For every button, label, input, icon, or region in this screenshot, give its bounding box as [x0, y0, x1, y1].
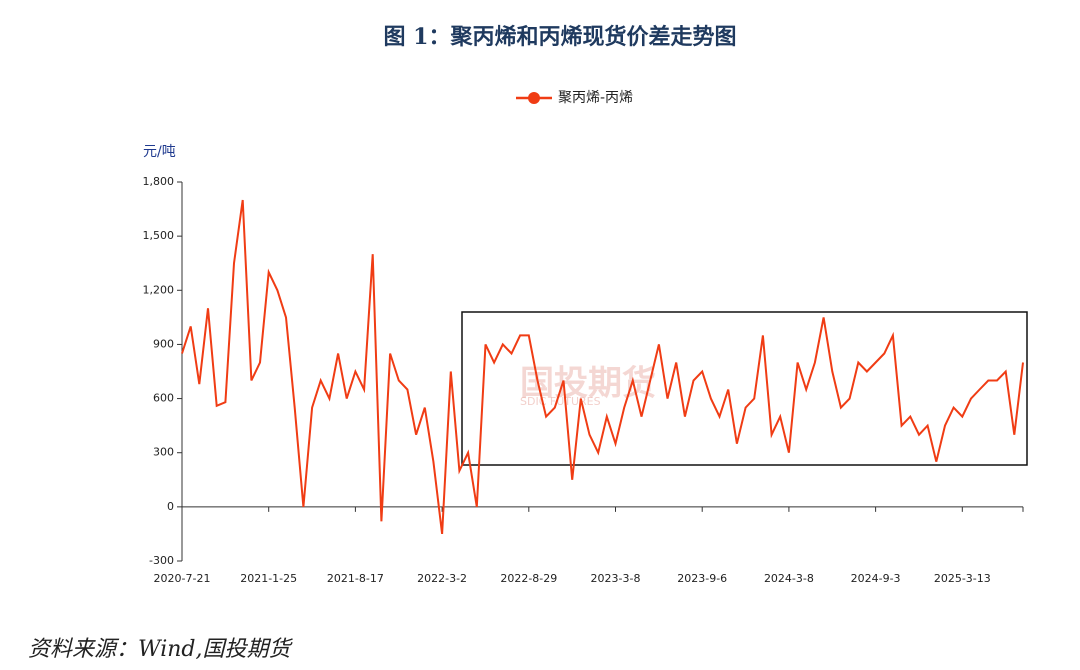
x-tick-label: 2023-3-8	[591, 572, 641, 585]
y-axis-label: 元/吨	[143, 144, 176, 160]
y-tick-label: 1,800	[143, 175, 175, 188]
watermark-sub: SDIC FUTURES	[520, 395, 601, 408]
x-tick-label: 2022-8-29	[500, 572, 557, 585]
x-tick-label: 2021-1-25	[240, 572, 297, 585]
source: 资料来源：Wind,国投期货	[28, 637, 294, 662]
highlight-box	[461, 311, 1028, 466]
legend-label: 聚丙烯-丙烯	[558, 90, 633, 106]
y-tick-label: 600	[153, 392, 174, 405]
x-tick-label: 2023-9-6	[677, 572, 727, 585]
legend-marker	[528, 92, 540, 104]
x-tick-label: 2024-9-3	[851, 572, 901, 585]
y-tick-label: 1,500	[143, 229, 175, 242]
x-tick-label: 2024-3-8	[764, 572, 814, 585]
x-tick-label: 2021-8-17	[327, 572, 384, 585]
y-tick-label: 1,200	[143, 283, 175, 296]
y-tick-label: -300	[149, 554, 174, 567]
y-tick-label: 900	[153, 337, 174, 350]
x-tick-label: 2020-7-21	[154, 572, 211, 585]
y-tick-label: 300	[153, 446, 174, 459]
y-tick-label: 0	[167, 500, 174, 513]
x-tick-label: 2022-3-2	[417, 572, 467, 585]
line-series	[181, 199, 1024, 535]
x-tick-label: 2025-3-13	[934, 572, 991, 585]
chart-title: 图 1：聚丙烯和丙烯现货价差走势图	[384, 24, 737, 50]
